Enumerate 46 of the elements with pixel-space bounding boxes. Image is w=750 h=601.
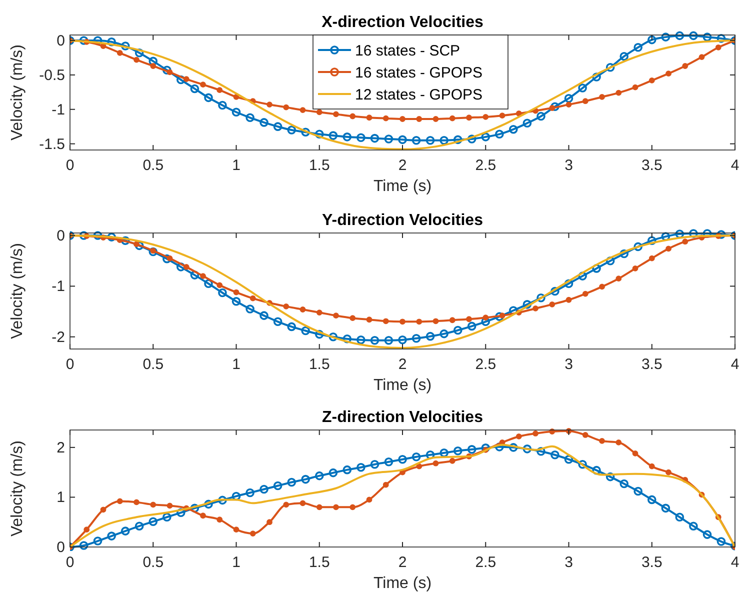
x-tick-label: 1 xyxy=(232,554,240,571)
x-tick-label: 1.5 xyxy=(308,356,330,373)
x-tick-label: 0.5 xyxy=(142,356,164,373)
y-axis-title: Velocity (m/s) xyxy=(9,440,26,537)
x-axis-title: Time (s) xyxy=(373,178,432,195)
x-tick-label: 1.5 xyxy=(308,554,330,571)
y-tick-label: 0 xyxy=(56,32,65,50)
x-tick-label: 2.5 xyxy=(475,157,496,174)
x-tick-label: 2 xyxy=(398,157,407,174)
x-axis-title: Time (s) xyxy=(373,575,432,592)
chart-title: X-direction Velocities xyxy=(322,14,484,31)
legend-label: 12 states - GPOPS xyxy=(355,86,483,104)
x-tick-label: 1.5 xyxy=(308,157,330,174)
x-tick-label: 3.5 xyxy=(641,356,662,373)
x-tick-label: 2.5 xyxy=(475,554,496,571)
x-tick-label: 3 xyxy=(564,157,573,174)
x-tick-label: 2.5 xyxy=(475,356,496,373)
y-axis-title: Velocity (m/s) xyxy=(9,44,26,141)
y-tick-label: 0 xyxy=(56,539,65,556)
x-tick-label: 4 xyxy=(730,554,740,571)
chart-title: Z-direction Velocities xyxy=(322,409,484,426)
x-tick-label: 2 xyxy=(398,356,407,373)
chart-title: Y-direction Velocities xyxy=(322,212,484,229)
y-tick-label: -1.5 xyxy=(39,136,65,153)
x-tick-label: 1 xyxy=(232,356,240,373)
legend-label: 16 states - SCP xyxy=(355,42,460,60)
y-tick-label: -2 xyxy=(52,328,65,346)
x-tick-label: 4 xyxy=(730,356,740,373)
x-axis-title: Time (s) xyxy=(373,377,432,394)
x-tick-label: 1 xyxy=(232,157,240,174)
y-tick-label: -0.5 xyxy=(39,66,65,84)
y-tick-label: 0 xyxy=(56,228,65,245)
x-tick-label: 0.5 xyxy=(142,554,164,571)
x-tick-label: 4 xyxy=(730,157,740,174)
y-tick-label: -1 xyxy=(52,278,65,296)
y-axis-title: Velocity (m/s) xyxy=(9,242,26,340)
y-tick-label: 1 xyxy=(56,489,65,506)
x-tick-label: 0.5 xyxy=(142,157,164,174)
legend-label: 16 states - GPOPS xyxy=(355,64,483,82)
x-tick-label: 3.5 xyxy=(641,157,662,174)
x-tick-label: 3 xyxy=(564,554,573,571)
x-tick-label: 3 xyxy=(564,356,573,373)
x-tick-label: 3.5 xyxy=(641,554,662,571)
y-tick-label: 2 xyxy=(56,439,65,456)
y-tick-label: -1 xyxy=(52,101,65,118)
x-tick-label: 2 xyxy=(398,554,407,571)
